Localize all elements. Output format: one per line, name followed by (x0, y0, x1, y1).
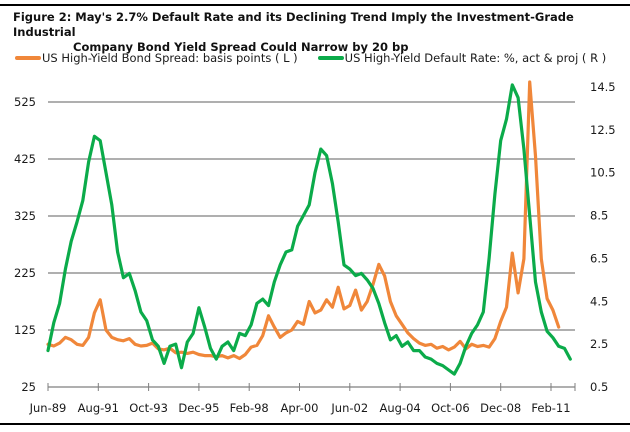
y-left-tick-label: 425 (14, 152, 36, 166)
y-left-tick-label: 225 (14, 266, 36, 280)
top-rule (0, 4, 630, 6)
x-tick-label: Dec-95 (178, 401, 219, 415)
x-axis: Jun-89 Aug-91 Oct-93 Dec-95 Feb-98 Apr-00 Jun-… (29, 383, 576, 415)
figure-title-line-2: Company Bond Yield Spread Could Narrow b… (73, 40, 409, 54)
x-tick-label: Jun-89 (29, 401, 67, 415)
x-tick-label: Aug-04 (379, 401, 420, 415)
y-right-tick-label: 12.5 (590, 123, 616, 137)
spread-line (46, 80, 561, 361)
legend-label-default-rate: US High-Yield Default Rate: %, act & pro… (344, 51, 607, 65)
y-left-tick-label: 125 (14, 323, 36, 337)
figure-title-line-1: Figure 2: May's 2.7% Default Rate and it… (13, 10, 574, 39)
x-tick-label: Dec-08 (480, 401, 521, 415)
y-right-tick-label: 4.5 (590, 294, 608, 308)
chart-legend: US High-Yield Bond Spread: basis points … (15, 51, 626, 65)
legend-swatch-default-rate (317, 56, 344, 60)
y-axis-left: 25 125 225 325 425 525 (14, 95, 36, 394)
x-tick-label: Apr-00 (281, 401, 319, 415)
y-right-tick-label: 8.5 (590, 209, 608, 223)
y-left-tick-label: 325 (14, 209, 36, 223)
x-tick-label: Feb-98 (230, 401, 269, 415)
legend-label-spread: US High-Yield Bond Spread: basis points … (42, 51, 298, 65)
default-rate-line (46, 83, 572, 376)
y-right-tick-label: 14.5 (590, 80, 616, 94)
figure-title: Figure 2: May's 2.7% Default Rate and it… (13, 10, 630, 55)
legend-swatch-spread (15, 56, 41, 60)
x-tick-label: Feb-11 (531, 401, 570, 415)
y-right-tick-label: 0.5 (590, 380, 608, 394)
y-right-tick-label: 10.5 (590, 166, 616, 180)
bottom-rule (0, 423, 630, 425)
y-right-tick-label: 6.5 (590, 251, 608, 265)
y-right-tick-label: 2.5 (590, 337, 608, 351)
legend-item-default-rate: US High-Yield Default Rate: %, act & pro… (317, 51, 607, 65)
x-tick-label: Oct-06 (431, 401, 470, 415)
gridlines (48, 101, 575, 331)
x-tick-label: Aug-91 (78, 401, 119, 415)
y-axis-right: 0.5 2.5 4.5 6.5 8.5 10.5 12.5 14.5 (590, 80, 616, 394)
x-tick-label: Oct-93 (129, 401, 168, 415)
y-left-tick-label: 525 (14, 95, 36, 109)
series-lines (46, 80, 572, 376)
y-left-tick-label: 25 (21, 380, 36, 394)
legend-item-spread: US High-Yield Bond Spread: basis points … (15, 51, 298, 65)
x-tick-label: Jun-02 (330, 401, 368, 415)
